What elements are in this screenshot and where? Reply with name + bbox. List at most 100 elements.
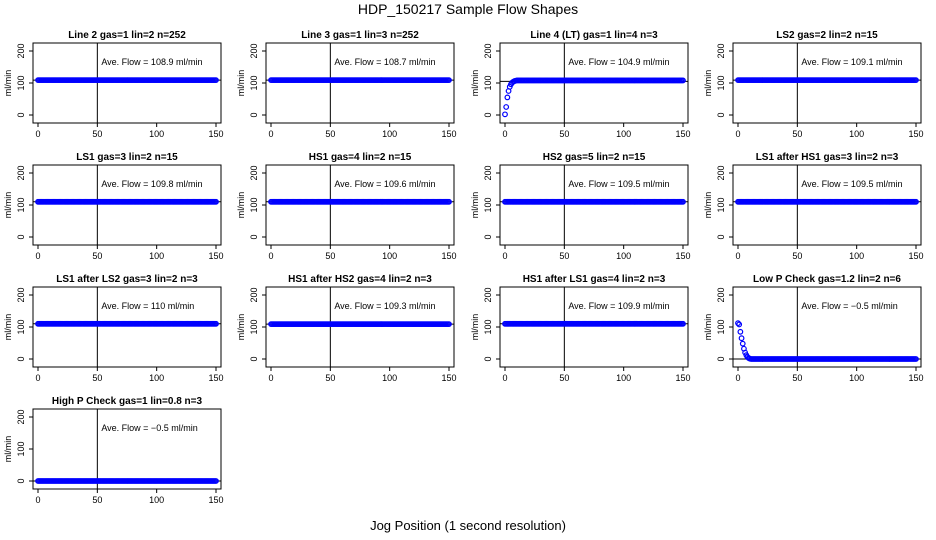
y-tick-label: 0 bbox=[16, 112, 26, 117]
data-point bbox=[446, 321, 452, 328]
plot-frame bbox=[32, 408, 222, 490]
chart-panel-1: Line 2 gas=1 lin=2 n=252 ml/min 0 100 200 0 50… bbox=[3, 30, 224, 139]
x-tick-label: 150 bbox=[675, 251, 690, 261]
x-tick-label: 100 bbox=[849, 251, 864, 261]
x-tick-label: 0 bbox=[735, 129, 740, 139]
y-axis-label: ml/min bbox=[470, 192, 480, 219]
y-tick-label: 0 bbox=[483, 112, 493, 117]
data-point bbox=[503, 104, 510, 110]
data-point bbox=[738, 335, 745, 342]
panel-title: Low P Check gas=1.2 lin=2 n=6 bbox=[753, 274, 901, 285]
x-tick-label: 50 bbox=[792, 251, 802, 261]
x-tick-label: 100 bbox=[382, 373, 397, 383]
panel-title: Line 4 (LT) gas=1 lin=4 n=3 bbox=[530, 30, 658, 41]
plot-frame bbox=[499, 286, 689, 368]
y-axis-label: ml/min bbox=[703, 192, 713, 219]
x-tick-label: 0 bbox=[502, 129, 507, 139]
panel-title: HS1 after LS1 gas=4 lin=2 n=3 bbox=[523, 274, 666, 285]
data-point bbox=[446, 77, 452, 84]
y-tick-label: 100 bbox=[483, 75, 493, 90]
data-points bbox=[502, 320, 686, 327]
y-tick-label: 200 bbox=[16, 287, 26, 302]
data-points bbox=[35, 320, 219, 327]
page-title: HDP_150217 Sample Flow Shapes bbox=[357, 1, 579, 17]
x-tick-label: 150 bbox=[208, 129, 223, 139]
y-axis-label: ml/min bbox=[3, 314, 13, 341]
y-tick-label: 200 bbox=[16, 409, 26, 424]
chart-panel-7: HS2 gas=5 lin=2 n=15 ml/min 0 100 200 0 50 100 1… bbox=[470, 152, 691, 261]
y-tick-label: 200 bbox=[249, 43, 259, 58]
x-tick-label: 150 bbox=[908, 129, 923, 139]
x-tick-label: 100 bbox=[382, 251, 397, 261]
data-point bbox=[213, 77, 219, 84]
y-axis-label: ml/min bbox=[3, 436, 13, 463]
y-tick-label: 0 bbox=[716, 234, 726, 239]
data-points bbox=[502, 198, 686, 205]
y-tick-label: 100 bbox=[16, 75, 26, 90]
data-point bbox=[913, 77, 919, 84]
y-tick-label: 200 bbox=[716, 43, 726, 58]
average-flow-annotation: Ave. Flow = 109.8 ml/min bbox=[101, 179, 202, 189]
y-tick-label: 100 bbox=[249, 319, 259, 334]
y-tick-label: 100 bbox=[716, 75, 726, 90]
average-flow-annotation: Ave. Flow = 109.3 ml/min bbox=[334, 301, 435, 311]
y-axis-label: ml/min bbox=[236, 314, 246, 341]
data-point bbox=[446, 198, 452, 205]
x-tick-label: 100 bbox=[149, 495, 164, 505]
y-tick-label: 0 bbox=[483, 356, 493, 361]
y-tick-label: 100 bbox=[16, 197, 26, 212]
x-tick-label: 50 bbox=[792, 129, 802, 139]
plot-frame bbox=[732, 286, 922, 368]
x-tick-label: 100 bbox=[849, 129, 864, 139]
x-tick-label: 100 bbox=[149, 251, 164, 261]
y-tick-label: 100 bbox=[716, 319, 726, 334]
x-tick-label: 150 bbox=[208, 373, 223, 383]
x-tick-label: 100 bbox=[616, 373, 631, 383]
panel-title: LS1 gas=3 lin=2 n=15 bbox=[76, 152, 178, 163]
y-tick-label: 0 bbox=[249, 356, 259, 361]
data-point bbox=[213, 478, 219, 484]
y-tick-label: 100 bbox=[249, 75, 259, 90]
data-point bbox=[504, 94, 511, 101]
y-tick-label: 200 bbox=[483, 287, 493, 302]
x-tick-label: 0 bbox=[735, 373, 740, 383]
x-tick-label: 150 bbox=[908, 373, 923, 383]
y-tick-label: 0 bbox=[716, 356, 726, 361]
data-points bbox=[35, 198, 219, 205]
x-tick-label: 0 bbox=[35, 251, 40, 261]
x-tick-label: 100 bbox=[149, 373, 164, 383]
y-tick-label: 200 bbox=[16, 165, 26, 180]
y-tick-label: 0 bbox=[249, 112, 259, 117]
data-point bbox=[913, 198, 919, 205]
data-points bbox=[735, 77, 919, 84]
data-points bbox=[735, 198, 919, 205]
y-axis-label: ml/min bbox=[236, 70, 246, 97]
panel-title: High P Check gas=1 lin=0.8 n=3 bbox=[52, 396, 203, 407]
x-tick-label: 50 bbox=[92, 495, 102, 505]
y-tick-label: 0 bbox=[16, 478, 26, 483]
data-point bbox=[735, 320, 741, 327]
data-points bbox=[268, 198, 452, 205]
y-axis-label: ml/min bbox=[236, 192, 246, 219]
plot-frame bbox=[499, 164, 689, 246]
y-tick-label: 100 bbox=[483, 319, 493, 334]
x-tick-label: 100 bbox=[849, 373, 864, 383]
chart-panel-8: LS1 after HS1 gas=3 lin=2 n=3 ml/min 0 100 2… bbox=[703, 152, 924, 261]
data-points bbox=[268, 77, 452, 84]
chart-panel-13: High P Check gas=1 lin=0.8 n=3 ml/min 0 100… bbox=[3, 396, 224, 505]
y-axis-label: ml/min bbox=[703, 70, 713, 97]
data-point bbox=[213, 320, 219, 327]
data-points bbox=[268, 321, 452, 328]
data-points bbox=[735, 320, 919, 362]
chart-panel-11: HS1 after LS1 gas=4 lin=2 n=3 ml/min 0 100 2… bbox=[470, 274, 691, 383]
data-point bbox=[680, 198, 686, 205]
panel-title: HS1 after HS2 gas=4 lin=2 n=3 bbox=[288, 274, 432, 285]
data-points bbox=[35, 77, 219, 84]
x-tick-label: 150 bbox=[208, 251, 223, 261]
y-axis-label: ml/min bbox=[470, 70, 480, 97]
average-flow-annotation: Ave. Flow = 109.5 ml/min bbox=[568, 179, 669, 189]
x-tick-label: 150 bbox=[208, 495, 223, 505]
y-tick-label: 200 bbox=[16, 43, 26, 58]
x-axis-label: Jog Position (1 second resolution) bbox=[370, 518, 566, 533]
